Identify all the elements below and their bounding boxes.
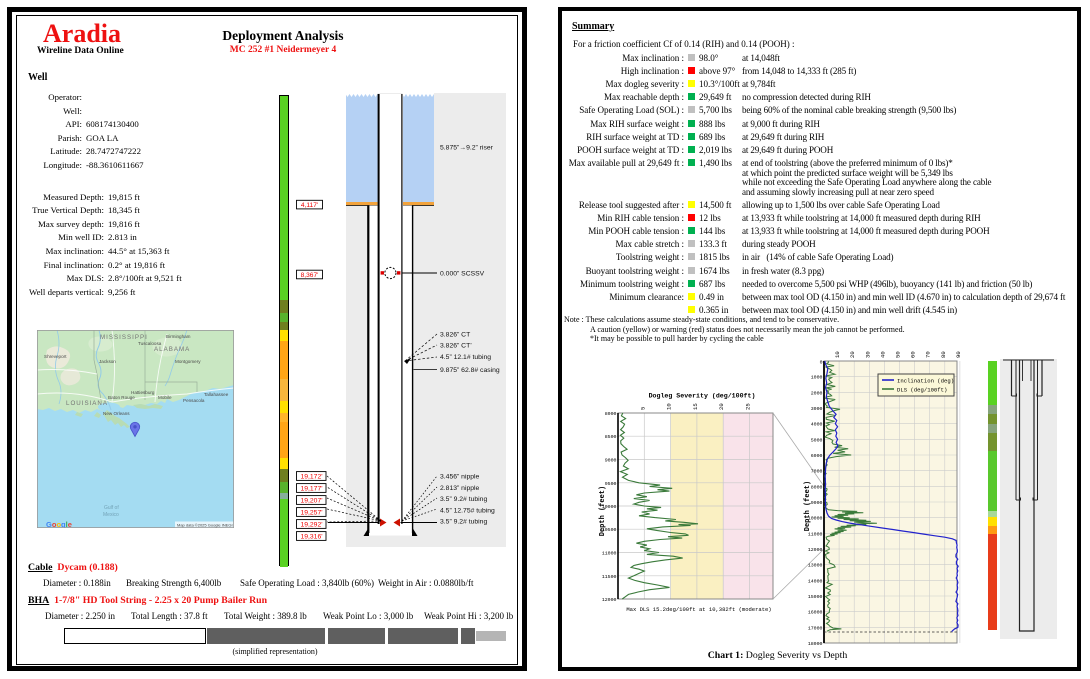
svg-text:10: 10 [834,351,841,358]
svg-text:9000: 9000 [811,500,823,506]
svg-text:Max DLS 15.2deg/100ft at 10,38: Max DLS 15.2deg/100ft at 10,382ft (moder… [626,606,771,613]
svg-text:20: 20 [849,351,856,358]
svg-text:Map data ©2025 Google INEGI: Map data ©2025 Google INEGI [177,523,233,528]
svg-text:4.5” 12.75# tubing: 4.5” 12.75# tubing [440,507,495,514]
svg-text:Depth (feet): Depth (feet) [599,486,607,536]
svg-text:3.5” 9.2# tubing: 3.5” 9.2# tubing [440,519,487,526]
svg-text:14000: 14000 [808,578,823,584]
svg-text:Hattiesburg: Hattiesburg [131,390,155,395]
svg-text:9000: 9000 [605,458,617,464]
svg-text:19,207': 19,207' [300,498,322,505]
svg-text:8000: 8000 [811,484,823,490]
svg-text:10: 10 [666,403,673,410]
svg-text:Tallahassee: Tallahassee [204,392,229,397]
svg-text:Jackson: Jackson [99,359,116,364]
svg-text:19,292': 19,292' [300,522,322,529]
svg-text:Mobile: Mobile [158,395,172,400]
svg-text:18000: 18000 [808,641,823,647]
svg-text:13000: 13000 [808,563,823,569]
svg-text:50: 50 [895,351,902,358]
svg-text:90: 90 [955,351,962,358]
svg-text:11000: 11000 [602,551,617,557]
svg-text:MISSISSIPPI: MISSISSIPPI [100,334,148,341]
svg-text:9500: 9500 [605,481,617,487]
svg-text:New Orleans: New Orleans [103,411,130,416]
svg-text:17000: 17000 [808,625,823,631]
svg-text:10000: 10000 [808,516,823,522]
svg-text:Dogleg Severity (deg/100ft): Dogleg Severity (deg/100ft) [649,393,756,400]
svg-text:2.813” nipple: 2.813” nipple [440,485,480,492]
svg-text:Montgomery: Montgomery [175,359,201,364]
svg-text:0.000” SCSSV: 0.000” SCSSV [440,271,485,278]
svg-text:5000: 5000 [811,437,823,443]
svg-text:20: 20 [718,403,725,410]
svg-text:8,367': 8,367' [301,272,319,279]
svg-text:80: 80 [940,351,947,358]
svg-text:15000: 15000 [808,594,823,600]
svg-text:Gulf of: Gulf of [104,505,119,511]
svg-text:DLS (deg/100ft): DLS (deg/100ft) [897,386,947,393]
svg-text:LOUISIANA: LOUISIANA [66,400,108,407]
svg-text:70: 70 [925,351,932,358]
svg-text:10000: 10000 [602,504,617,510]
svg-text:4,117': 4,117' [301,202,318,209]
svg-text:19,172': 19,172' [300,474,322,481]
svg-text:3.456” nipple: 3.456” nipple [440,474,480,481]
svg-text:2000: 2000 [811,390,823,396]
svg-text:19,316': 19,316' [300,534,322,541]
svg-text:12000: 12000 [602,597,617,603]
svg-text:Depth (feet): Depth (feet) [804,481,812,531]
svg-text:3.826” CT: 3.826” CT [440,332,470,339]
svg-text:11000: 11000 [808,531,823,537]
svg-text:Shreveport: Shreveport [44,354,67,359]
svg-text:Google: Google [46,520,72,528]
svg-text:19,257': 19,257' [300,510,322,517]
svg-text:40: 40 [879,351,886,358]
svg-text:7000: 7000 [811,469,823,475]
svg-text:60: 60 [910,351,917,358]
svg-text:12000: 12000 [808,547,823,553]
svg-text:15: 15 [692,403,699,410]
svg-text:4000: 4000 [811,422,823,428]
svg-text:16000: 16000 [808,610,823,616]
svg-text:8000: 8000 [605,411,617,417]
svg-text:ALABAMA: ALABAMA [154,346,190,353]
svg-text:8500: 8500 [605,434,617,440]
svg-text:Pensacola: Pensacola [183,398,205,403]
svg-text:3.5” 9.2# tubing: 3.5” 9.2# tubing [440,496,487,503]
svg-text:Mexico: Mexico [103,512,119,518]
svg-text:Tuscaloosa: Tuscaloosa [138,341,162,346]
svg-text:Baton Rouge: Baton Rouge [108,395,135,400]
svg-text:19,177': 19,177' [300,486,322,493]
svg-text:9.875” 62.8# casing: 9.875” 62.8# casing [440,367,500,374]
svg-text:3.826” CT’: 3.826” CT’ [440,343,472,350]
svg-text:3000: 3000 [811,406,823,412]
svg-text:4.5” 12.1# tubing: 4.5” 12.1# tubing [440,354,491,361]
svg-text:25: 25 [745,403,752,410]
svg-text:5.875”→9.2” riser: 5.875”→9.2” riser [440,145,494,152]
svg-text:Inclination (deg): Inclination (deg) [897,377,954,384]
svg-text:30: 30 [864,351,871,358]
svg-text:0: 0 [820,360,823,366]
svg-text:11500: 11500 [602,574,617,580]
svg-text:1000: 1000 [811,375,823,381]
svg-text:5: 5 [639,407,646,410]
svg-text:10500: 10500 [602,527,617,533]
svg-text:Birmingham: Birmingham [166,334,191,339]
svg-text:6000: 6000 [811,453,823,459]
